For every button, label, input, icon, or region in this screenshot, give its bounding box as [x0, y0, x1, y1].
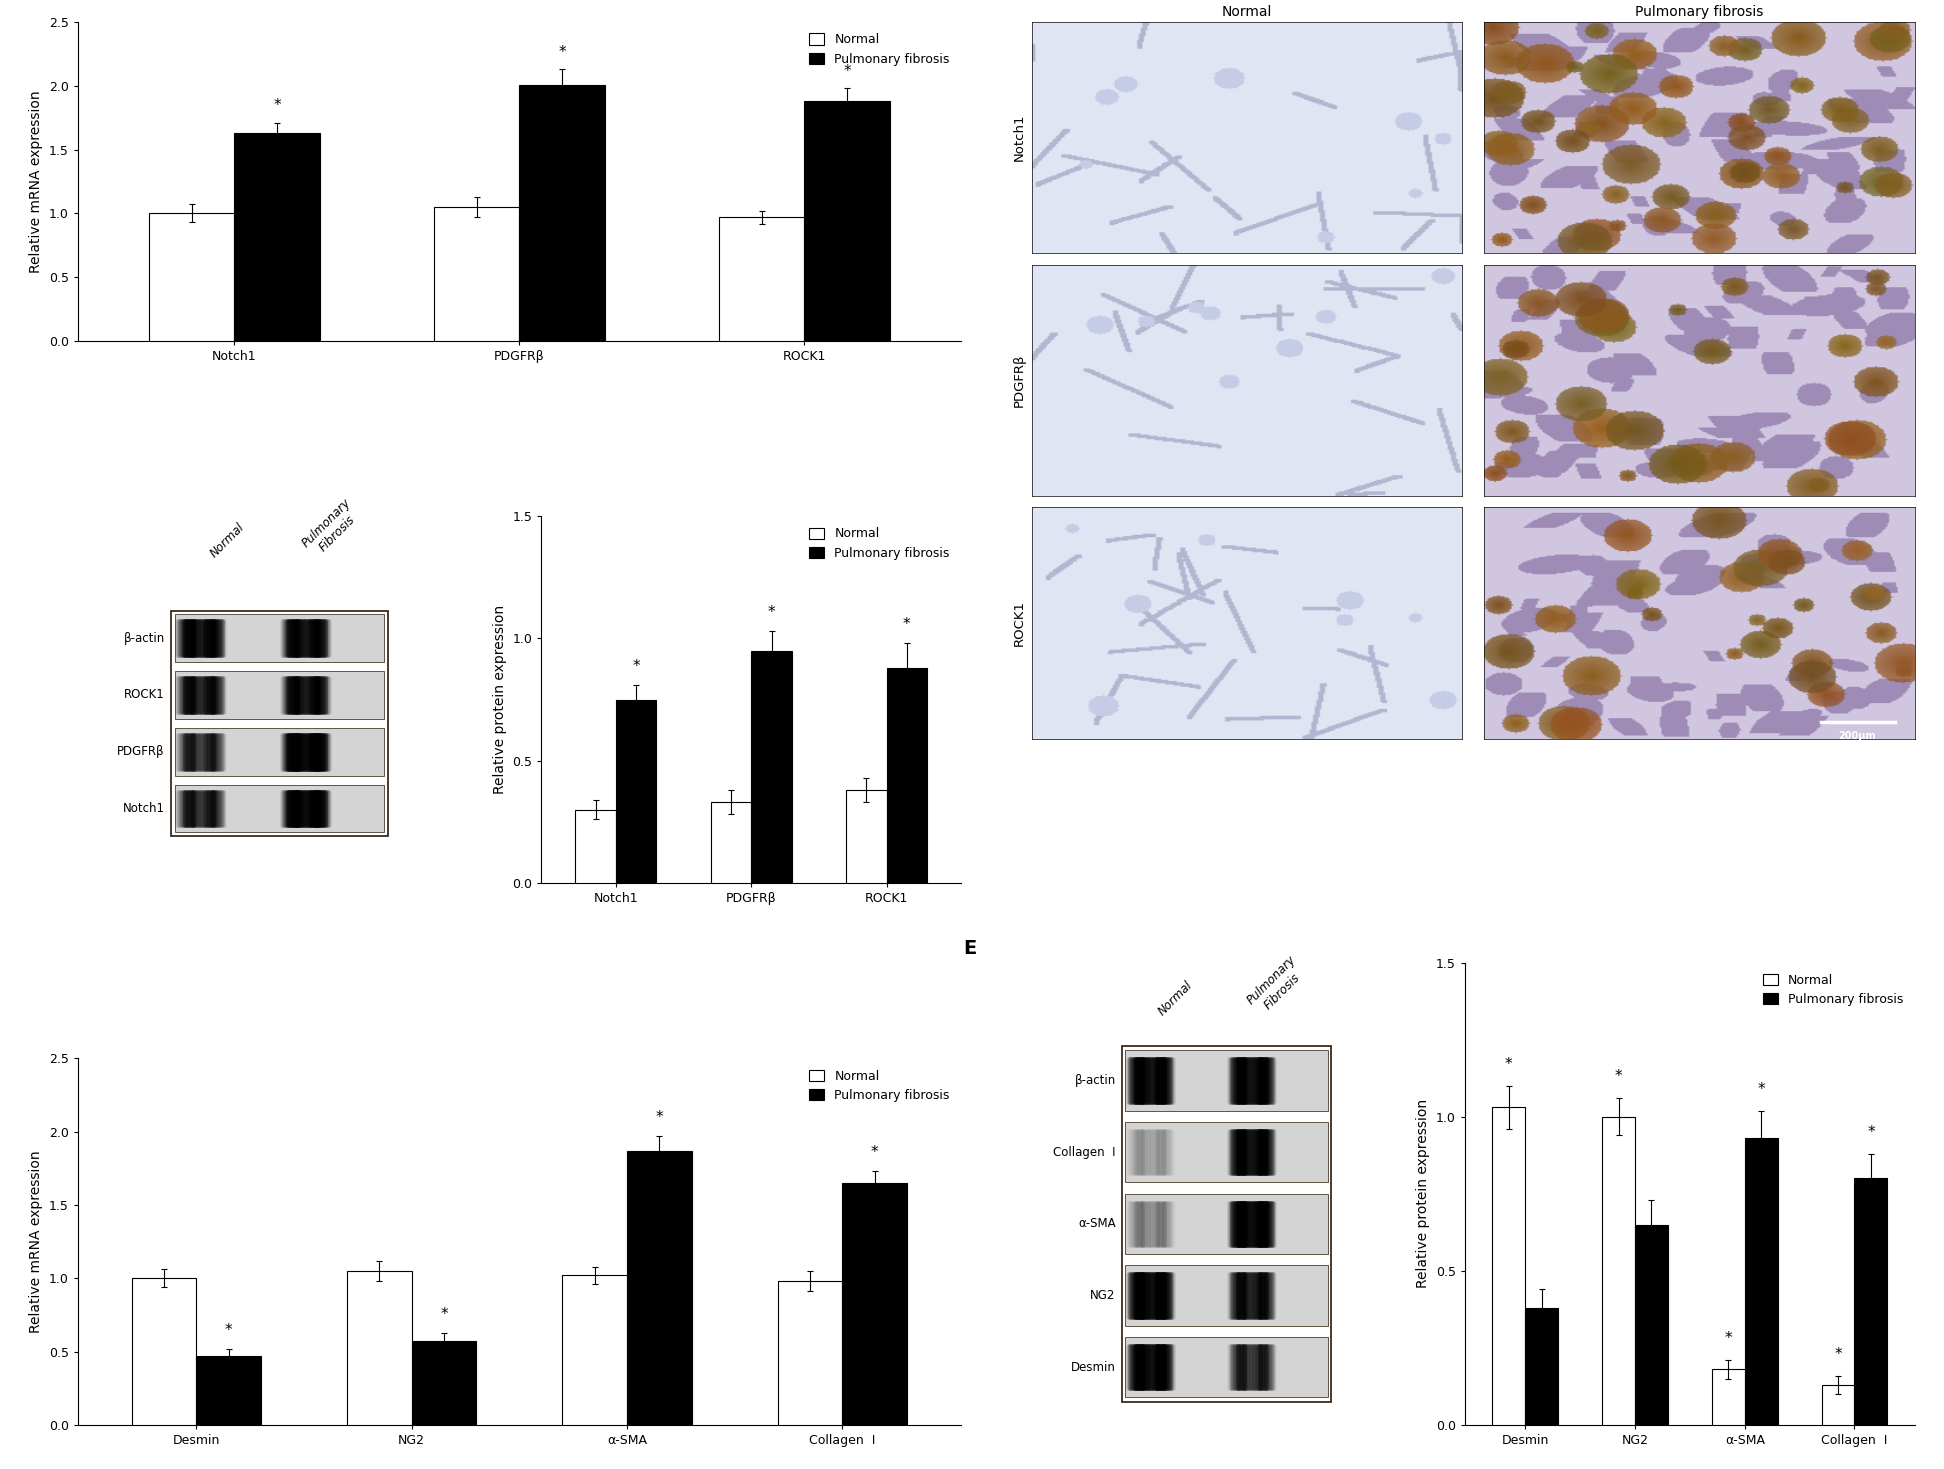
- Text: E: E: [962, 940, 976, 958]
- Title: Normal: Normal: [1223, 6, 1271, 19]
- Bar: [562, 1275, 628, 1425]
- Legend: Normal, Pulmonary fibrosis: Normal, Pulmonary fibrosis: [805, 523, 955, 564]
- Text: *: *: [1724, 1331, 1732, 1346]
- Text: β-actin: β-actin: [124, 632, 165, 645]
- Text: Collagen  I: Collagen I: [1054, 1146, 1116, 1159]
- Text: *: *: [655, 1111, 663, 1125]
- Bar: [575, 809, 616, 883]
- Bar: [196, 1356, 260, 1425]
- Text: *: *: [1757, 1081, 1765, 1097]
- Text: *: *: [1505, 1058, 1512, 1072]
- Text: ROCK1: ROCK1: [124, 689, 165, 702]
- Text: *: *: [632, 660, 640, 674]
- Bar: [132, 1278, 196, 1425]
- Legend: Normal, Pulmonary fibrosis: Normal, Pulmonary fibrosis: [1757, 970, 1909, 1011]
- Bar: [1602, 1116, 1635, 1425]
- Bar: [846, 790, 886, 883]
- Text: *: *: [274, 98, 282, 113]
- Bar: [1635, 1225, 1668, 1425]
- Bar: [434, 207, 519, 341]
- Text: *: *: [1866, 1125, 1874, 1140]
- Bar: [842, 1183, 908, 1425]
- Text: *: *: [1615, 1069, 1623, 1084]
- Bar: [886, 668, 927, 883]
- Text: *: *: [904, 617, 910, 632]
- Text: Normal: Normal: [208, 520, 247, 560]
- Bar: [348, 1271, 412, 1425]
- Y-axis label: Relative mRNA expression: Relative mRNA expression: [29, 90, 43, 273]
- Bar: [1822, 1385, 1855, 1425]
- Bar: [1526, 1307, 1559, 1425]
- Text: Notch1: Notch1: [122, 802, 165, 815]
- Bar: [778, 1281, 842, 1425]
- Text: α-SMA: α-SMA: [1079, 1218, 1116, 1231]
- Text: NG2: NG2: [1091, 1288, 1116, 1302]
- Y-axis label: PDGFRβ: PDGFRβ: [1013, 354, 1026, 407]
- Bar: [750, 651, 791, 883]
- Text: Normal: Normal: [1157, 978, 1196, 1018]
- Text: *: *: [871, 1146, 879, 1161]
- Bar: [712, 802, 750, 883]
- Text: *: *: [1835, 1347, 1841, 1362]
- Bar: [1746, 1138, 1777, 1425]
- Y-axis label: ROCK1: ROCK1: [1013, 599, 1026, 646]
- Bar: [235, 134, 321, 341]
- Text: *: *: [768, 605, 776, 620]
- Title: Pulmonary fibrosis: Pulmonary fibrosis: [1635, 6, 1763, 19]
- Bar: [1855, 1178, 1888, 1425]
- Y-axis label: Notch1: Notch1: [1013, 115, 1026, 162]
- Bar: [150, 213, 235, 341]
- Bar: [805, 101, 890, 341]
- Text: *: *: [226, 1322, 233, 1338]
- Bar: [1493, 1108, 1526, 1425]
- Bar: [412, 1341, 476, 1425]
- Legend: Normal, Pulmonary fibrosis: Normal, Pulmonary fibrosis: [805, 1065, 955, 1106]
- Bar: [719, 217, 805, 341]
- Bar: [628, 1150, 692, 1425]
- Y-axis label: Relative protein expression: Relative protein expression: [1417, 1099, 1431, 1288]
- Text: β-actin: β-actin: [1075, 1074, 1116, 1087]
- Bar: [519, 85, 605, 341]
- Legend: Normal, Pulmonary fibrosis: Normal, Pulmonary fibrosis: [805, 28, 955, 71]
- Text: *: *: [439, 1306, 447, 1322]
- Text: Pulmonary
Fibrosis: Pulmonary Fibrosis: [299, 495, 364, 560]
- Y-axis label: Relative protein expression: Relative protein expression: [494, 605, 507, 795]
- Y-axis label: Relative mRNA expression: Relative mRNA expression: [29, 1150, 43, 1332]
- Text: Desmin: Desmin: [1071, 1360, 1116, 1374]
- Text: 200μm: 200μm: [1839, 732, 1876, 742]
- Bar: [1713, 1369, 1746, 1425]
- Text: Pulmonary
Fibrosis: Pulmonary Fibrosis: [1244, 953, 1308, 1018]
- Text: *: *: [844, 63, 851, 79]
- Bar: [616, 699, 657, 883]
- Text: *: *: [558, 44, 566, 60]
- Text: PDGFRβ: PDGFRβ: [117, 745, 165, 758]
